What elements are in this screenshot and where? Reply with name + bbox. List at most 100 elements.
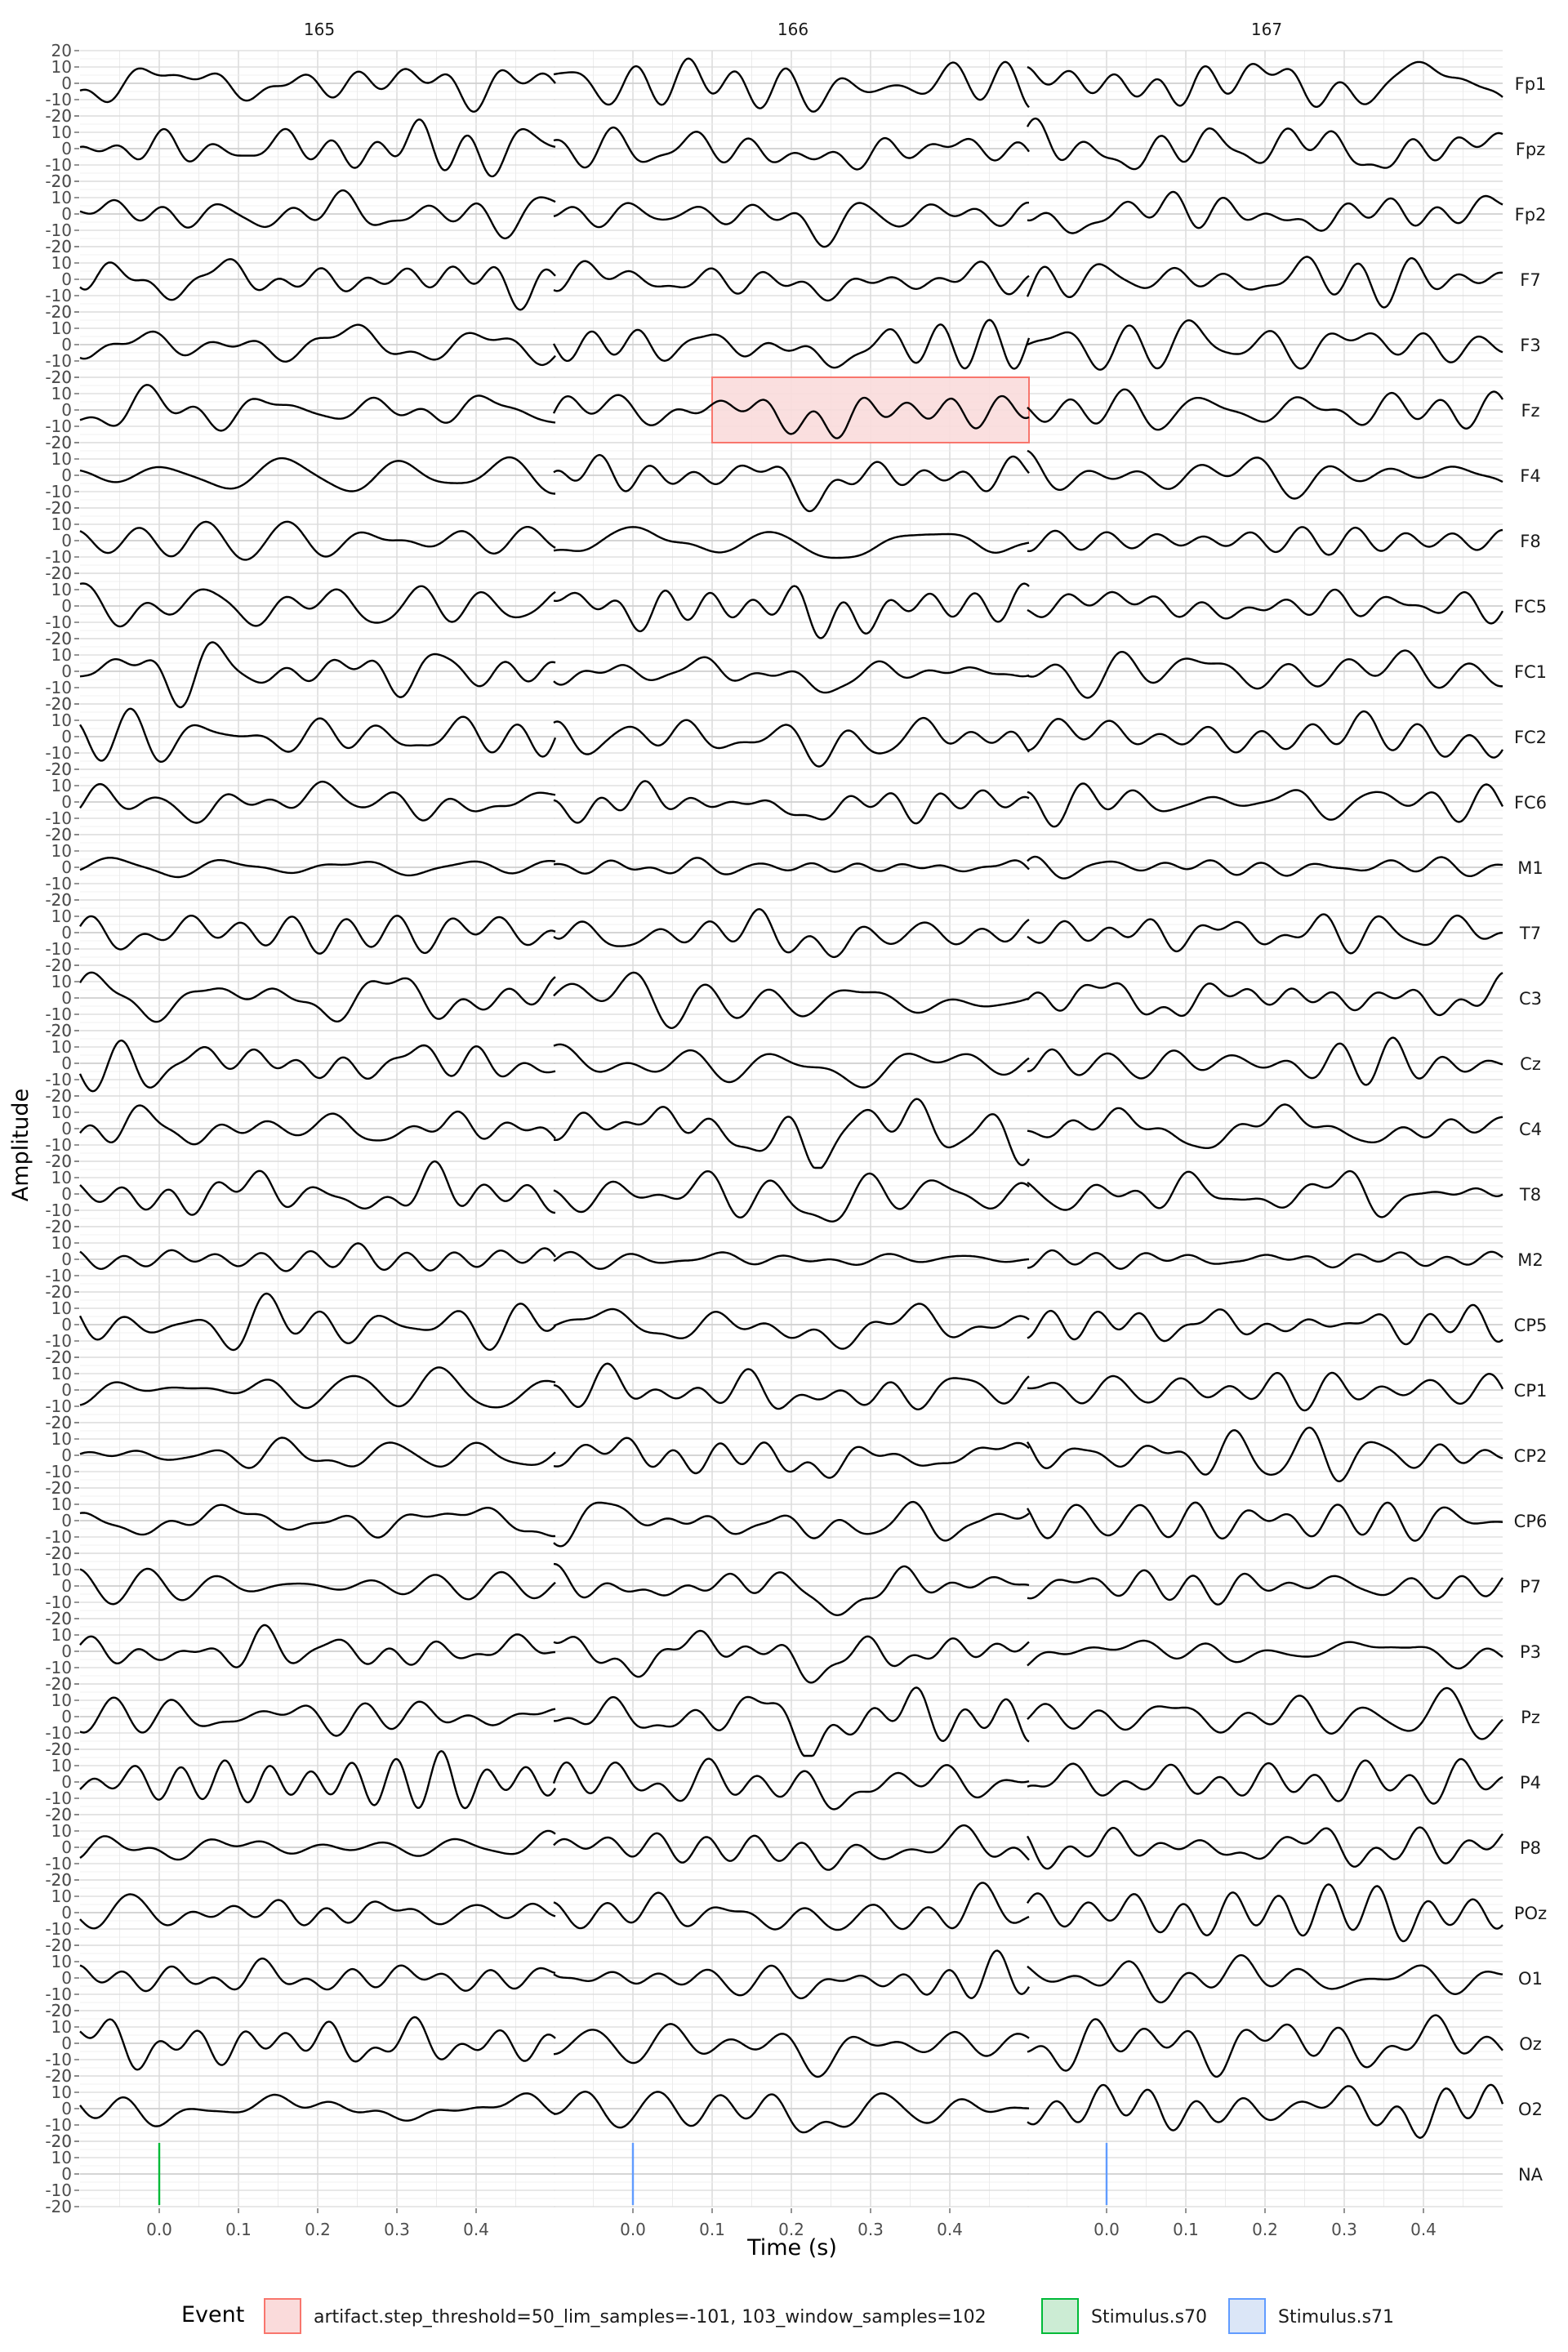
eeg-trace-c4-165 (79, 1104, 556, 1146)
y-tick-label: 10 (51, 1298, 72, 1318)
artifact-layer (711, 376, 1030, 443)
y-tick-label: -10 (45, 90, 72, 109)
eeg-trace-cp5-167 (1027, 1303, 1503, 1346)
eeg-trace-f7-165 (79, 258, 556, 311)
legend-swatch (1041, 2298, 1079, 2334)
y-tick-label: -20 (45, 1152, 72, 1171)
y-tick-label: 10 (51, 2148, 72, 2167)
y-tick-label: -20 (45, 825, 72, 844)
eeg-trace-m1-165 (79, 857, 556, 879)
y-tick-label: 20 (51, 1544, 72, 1563)
y-tick-label: 20 (51, 2066, 72, 2086)
eeg-trace-fc6-166 (553, 780, 1030, 825)
y-tick-label: -10 (45, 1331, 72, 1351)
y-tick-label: -20 (45, 237, 72, 256)
channel-label: FC6 (1514, 793, 1547, 813)
event-layer (158, 2143, 1108, 2205)
eeg-trace-fc5-167 (1027, 588, 1504, 625)
y-tick-label: 0 (61, 1380, 72, 1400)
channel-label: O2 (1518, 2100, 1543, 2119)
y-tick-label: 10 (51, 1690, 72, 1710)
channel-label: Fp1 (1515, 74, 1547, 94)
eeg-trace-cz-167 (1027, 1036, 1503, 1086)
channel-label: CP5 (1514, 1316, 1548, 1335)
y-tick-label: 10 (51, 1952, 72, 1971)
y-tick-label: -20 (45, 890, 72, 910)
channel-label: CP6 (1514, 1512, 1548, 1531)
x-tick-label: 0.4 (937, 2220, 963, 2239)
eeg-trace-fp2-166 (553, 201, 1029, 248)
y-tick-label: -20 (45, 1282, 72, 1302)
y-tick-label: -20 (45, 629, 72, 648)
y-tick-label: 0 (61, 858, 72, 877)
y-tick-label: 10 (51, 645, 72, 665)
channel-label: T7 (1519, 924, 1541, 943)
y-tick-label: -20 (45, 1544, 72, 1563)
eeg-trace-o1-166 (553, 1949, 1031, 2000)
eeg-trace-t8-166 (553, 1169, 1030, 1223)
eeg-trace-p4-166 (552, 1757, 1030, 1811)
y-tick-label: 0 (61, 1968, 72, 1988)
eeg-trace-f3-167 (1027, 319, 1503, 371)
y-tick-label: 20 (51, 106, 72, 126)
eeg-trace-cp5-165 (78, 1292, 556, 1352)
eeg-trace-o2-166 (554, 2090, 1030, 2134)
y-tick-label: 0 (61, 596, 72, 616)
legend-label: Stimulus.s71 (1278, 2307, 1394, 2328)
legend-title: Event (181, 2302, 244, 2328)
y-tick-label: -20 (45, 1217, 72, 1236)
eeg-trace-t7-165 (78, 914, 556, 955)
x-tick-labels: 0.0 0.1 0.2 0.3 0.4 0.0 0.1 0.2 0.3 0.4 0.0 0.1 0.2 0… (146, 2208, 1437, 2239)
y-tick-label: 10 (51, 188, 72, 207)
y-tick-label: 10 (51, 972, 72, 991)
y-tick-label: -10 (45, 286, 72, 305)
eeg-trace-fp1-167 (1027, 60, 1503, 109)
eeg-trace-cp5-166 (553, 1303, 1030, 1350)
eeg-trace-fc1-165 (79, 641, 556, 709)
eeg-trace-c3-166 (553, 971, 1030, 1030)
eeg-trace-p3-167 (1027, 1639, 1503, 1670)
y-tick-label: -10 (45, 1788, 72, 1808)
y-tick-label: 20 (51, 433, 72, 452)
y-tick-label: -10 (45, 416, 72, 436)
channel-label: F8 (1520, 532, 1540, 551)
y-tick-label: 0 (61, 1119, 72, 1138)
eeg-trace-f7-167 (1026, 256, 1503, 309)
eeg-trace-fp1-166 (553, 57, 1030, 113)
eeg-trace-p8-167 (1026, 1826, 1503, 1870)
eeg-trace-fc5-165 (79, 582, 556, 628)
y-tick-label: 20 (51, 1086, 72, 1106)
y-tick-label: 0 (61, 270, 72, 289)
eeg-trace-fc1-166 (553, 656, 1030, 694)
eeg-trace-fc6-165 (79, 780, 556, 824)
epoch-label: 165 (304, 20, 335, 39)
y-tick-label: -10 (45, 612, 72, 632)
channel-label: P3 (1520, 1642, 1541, 1662)
x-tick-label: 0.3 (1331, 2220, 1357, 2239)
channel-label: P7 (1520, 1577, 1541, 1597)
eeg-trace-p7-165 (79, 1567, 556, 1606)
x-tick-label: 0.2 (1252, 2220, 1278, 2239)
y-tick-label: 0 (61, 1315, 72, 1334)
eeg-trace-p3-166 (553, 1629, 1030, 1684)
y-tick-label: -20 (45, 1674, 72, 1694)
y-tick-label: 20 (51, 1478, 72, 1498)
y-tick-label: 20 (51, 498, 72, 518)
legend-swatch (264, 2298, 301, 2334)
channel-label: POz (1514, 1904, 1547, 1923)
y-tick-label: 10 (51, 1168, 72, 1187)
channel-label: FC5 (1514, 597, 1547, 617)
eeg-trace-cp2-165 (79, 1437, 556, 1469)
eeg-trace-fz-167 (1027, 388, 1504, 431)
eeg-trace-cz-165 (78, 1039, 556, 1093)
eeg-trace-fc6-167 (1027, 782, 1504, 828)
y-tick-label: -20 (45, 2197, 72, 2216)
eeg-trace-c4-166 (553, 1098, 1031, 1169)
y-tick-label: -20 (45, 302, 72, 322)
y-tick-label: 10 (51, 776, 72, 795)
x-tick-label: 0.0 (1094, 2220, 1120, 2239)
legend-swatch (1228, 2298, 1266, 2334)
eeg-trace-fc5-166 (553, 582, 1030, 639)
y-tick-label: 20 (51, 956, 72, 975)
y-tick-label: -10 (45, 220, 72, 240)
